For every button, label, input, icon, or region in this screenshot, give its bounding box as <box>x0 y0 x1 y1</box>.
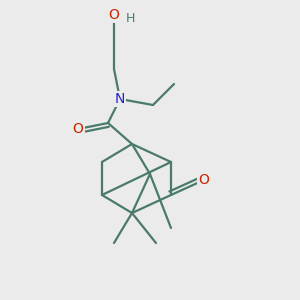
Text: H: H <box>126 11 135 25</box>
Text: N: N <box>115 92 125 106</box>
Text: O: O <box>73 122 83 136</box>
Text: O: O <box>109 8 119 22</box>
Text: O: O <box>199 173 209 187</box>
